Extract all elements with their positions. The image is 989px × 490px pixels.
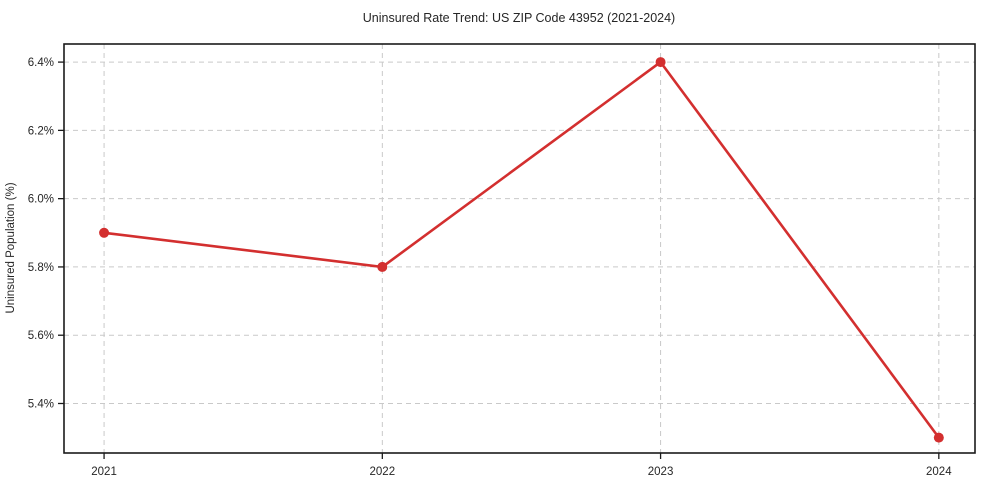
x-tick-label: 2022 — [370, 466, 396, 478]
data-point-marker — [377, 261, 388, 272]
y-tick-label: 5.8% — [28, 262, 54, 274]
y-tick-label: 6.4% — [28, 57, 54, 69]
tick-labels: 5.4% 5.6% 5.8% 6.0% 6.2% 6.4% 2021 2022 2023 2024 — [28, 57, 952, 478]
y-tick-label: 6.0% — [28, 194, 54, 206]
y-axis-label: Uninsured Population (%) — [5, 182, 17, 313]
x-tick-label: 2024 — [926, 466, 952, 478]
y-tick-label: 5.4% — [28, 398, 54, 410]
plot-border — [63, 43, 976, 454]
y-tick-label: 5.6% — [28, 330, 54, 342]
trend-line — [102, 60, 941, 439]
data-point-marker — [933, 432, 944, 443]
x-tick-label: 2023 — [648, 466, 674, 478]
y-tick-label: 6.2% — [28, 125, 54, 137]
x-tick-label: 2021 — [91, 466, 117, 478]
gridlines — [64, 44, 975, 453]
trend-line-series — [99, 57, 944, 443]
axis-ticks — [58, 61, 940, 459]
chart-title: Uninsured Rate Trend: US ZIP Code 43952 … — [363, 11, 675, 25]
data-point-marker — [655, 57, 666, 68]
data-point-marker — [99, 227, 110, 238]
